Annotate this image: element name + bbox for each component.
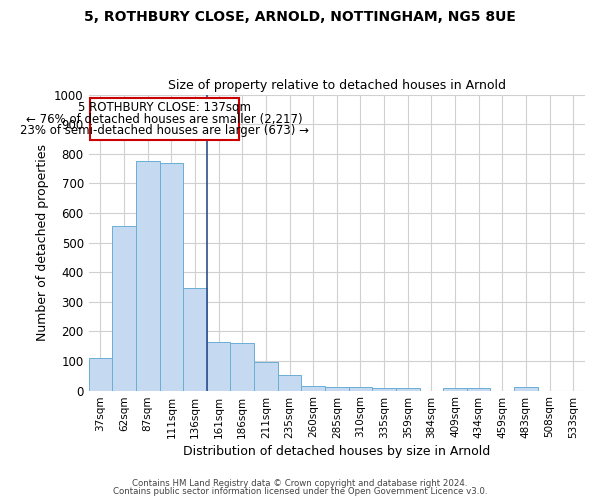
Bar [183,288,207,390]
Bar [514,388,538,390]
Bar [90,98,239,140]
Bar [301,386,325,390]
Bar [89,358,112,390]
Bar [207,342,230,390]
Bar [160,162,183,390]
Bar [325,387,349,390]
Bar [254,362,278,390]
Bar [136,161,160,390]
X-axis label: Distribution of detached houses by size in Arnold: Distribution of detached houses by size … [183,444,490,458]
Bar [443,388,467,390]
Text: ← 76% of detached houses are smaller (2,217): ← 76% of detached houses are smaller (2,… [26,114,302,126]
Bar [467,388,490,390]
Bar [349,388,372,390]
Bar [112,226,136,390]
Text: Contains HM Land Registry data © Crown copyright and database right 2024.: Contains HM Land Registry data © Crown c… [132,478,468,488]
Bar [372,388,396,390]
Text: 5 ROTHBURY CLOSE: 137sqm: 5 ROTHBURY CLOSE: 137sqm [78,101,251,114]
Bar [278,375,301,390]
Y-axis label: Number of detached properties: Number of detached properties [35,144,49,341]
Title: Size of property relative to detached houses in Arnold: Size of property relative to detached ho… [168,79,506,92]
Text: 23% of semi-detached houses are larger (673) →: 23% of semi-detached houses are larger (… [20,124,309,137]
Text: 5, ROTHBURY CLOSE, ARNOLD, NOTTINGHAM, NG5 8UE: 5, ROTHBURY CLOSE, ARNOLD, NOTTINGHAM, N… [84,10,516,24]
Bar [230,342,254,390]
Bar [396,388,419,390]
Text: Contains public sector information licensed under the Open Government Licence v3: Contains public sector information licen… [113,487,487,496]
